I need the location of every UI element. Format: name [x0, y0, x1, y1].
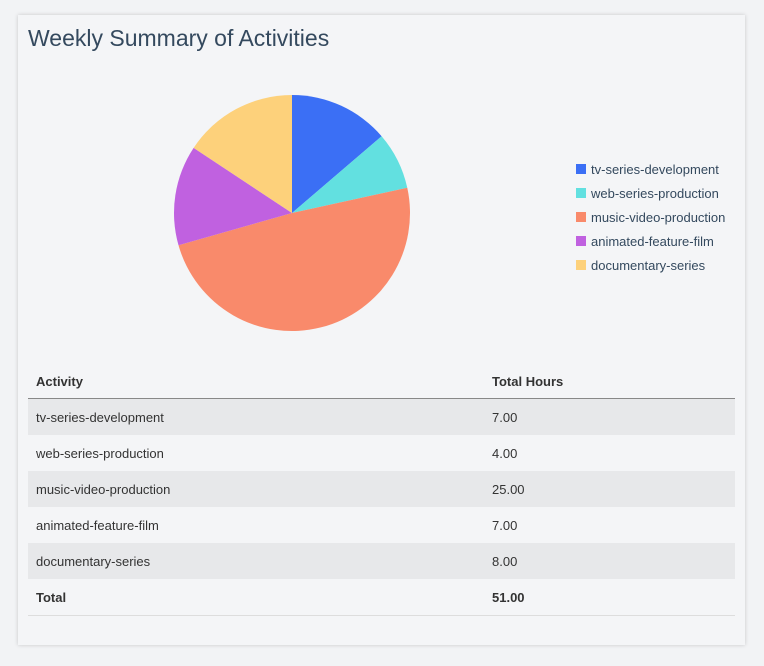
hours-cell: 8.00: [492, 553, 518, 569]
pie-chart: [174, 95, 410, 331]
pie-slice-tv-series-development: [292, 95, 382, 213]
legend-swatch: [576, 236, 586, 246]
legend-item: animated-feature-film: [576, 229, 725, 253]
hours-cell: 7.00: [492, 517, 518, 533]
header-activity: Activity: [28, 365, 484, 399]
legend-label: music-video-production: [591, 209, 726, 225]
page-title: Weekly Summary of Activities: [28, 25, 330, 51]
table-row: web-series-production 4.00: [28, 435, 735, 471]
total-row: Total 51.00: [28, 579, 735, 616]
legend-swatch: [576, 164, 586, 174]
activity-cell: music-video-production: [36, 481, 171, 497]
activity-cell: animated-feature-film: [36, 517, 159, 533]
legend-label: web-series-production: [591, 185, 719, 201]
activity-cell: web-series-production: [36, 445, 164, 461]
legend-label: tv-series-development: [591, 161, 719, 177]
legend-item: tv-series-development: [576, 157, 725, 181]
pie-slice-web-series-production: [292, 136, 408, 213]
table-header-row: Activity Total Hours: [28, 365, 735, 399]
activity-table: Activity Total Hours tv-series-developme…: [28, 365, 735, 616]
legend-swatch: [576, 188, 586, 198]
header-total-hours: Total Hours: [484, 365, 735, 399]
activity-cell: tv-series-development: [36, 409, 164, 425]
legend: tv-series-development web-series-producti…: [576, 157, 725, 277]
legend-swatch: [576, 212, 586, 222]
table-row: tv-series-development 7.00: [28, 398, 735, 435]
total-label: Total: [28, 579, 484, 616]
pie-slice-animated-feature-film: [174, 147, 292, 246]
hours-cell: 4.00: [492, 445, 518, 461]
pie-slice-documentary-series: [193, 95, 292, 213]
table-row: music-video-production 25.00: [28, 471, 735, 507]
legend-label: animated-feature-film: [591, 233, 714, 249]
activity-cell: documentary-series: [36, 553, 151, 569]
pie-slice-music-video-production: [178, 187, 410, 331]
hours-cell: 25.00: [492, 481, 525, 497]
hours-cell: 7.00: [492, 409, 518, 425]
legend-label: documentary-series: [591, 257, 706, 273]
table-row: documentary-series 8.00: [28, 543, 735, 579]
legend-swatch: [576, 260, 586, 270]
legend-item: music-video-production: [576, 205, 725, 229]
total-value: 51.00: [484, 579, 735, 616]
table-row: animated-feature-film 7.00: [28, 507, 735, 543]
legend-item: web-series-production: [576, 181, 725, 205]
legend-item: documentary-series: [576, 253, 725, 277]
summary-card: Weekly Summary of Activities tv-series-d…: [18, 15, 745, 645]
